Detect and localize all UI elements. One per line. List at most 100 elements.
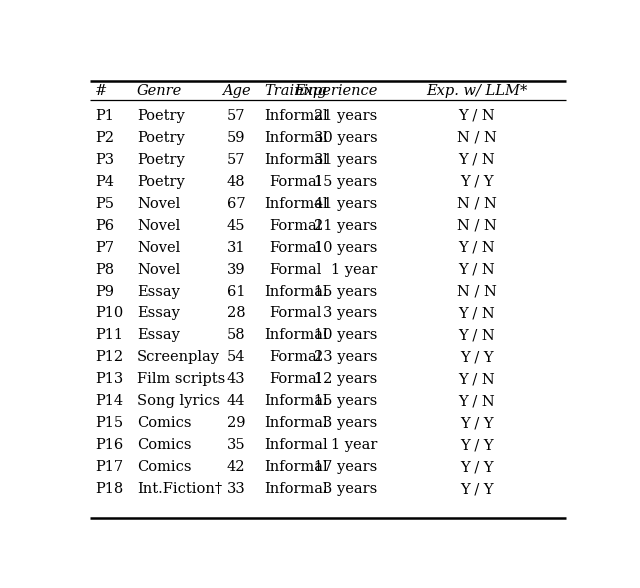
Text: 1 year: 1 year	[332, 263, 378, 276]
Text: 33: 33	[227, 482, 246, 496]
Text: Poetry: Poetry	[137, 153, 185, 167]
Text: Novel: Novel	[137, 240, 180, 255]
Text: 15 years: 15 years	[314, 285, 378, 299]
Text: P18: P18	[95, 482, 123, 496]
Text: Poetry: Poetry	[137, 109, 185, 123]
Text: P9: P9	[95, 285, 114, 299]
Text: Y / Y: Y / Y	[460, 482, 493, 496]
Text: Exp. w/ LLM*: Exp. w/ LLM*	[426, 84, 527, 98]
Text: Y / Y: Y / Y	[460, 175, 493, 189]
Text: P5: P5	[95, 196, 114, 211]
Text: P10: P10	[95, 306, 123, 320]
Text: P13: P13	[95, 372, 123, 386]
Text: 57: 57	[227, 109, 246, 123]
Text: P6: P6	[95, 219, 114, 233]
Text: P17: P17	[95, 460, 123, 474]
Text: Comics: Comics	[137, 438, 191, 452]
Text: P12: P12	[95, 350, 123, 365]
Text: Y / Y: Y / Y	[460, 438, 493, 452]
Text: Y / N: Y / N	[458, 240, 495, 255]
Text: 15 years: 15 years	[314, 175, 378, 189]
Text: 3 years: 3 years	[323, 306, 378, 320]
Text: P3: P3	[95, 153, 114, 167]
Text: 31: 31	[227, 240, 246, 255]
Text: 43: 43	[227, 372, 246, 386]
Text: 15 years: 15 years	[314, 395, 378, 408]
Text: P7: P7	[95, 240, 114, 255]
Text: N / N: N / N	[457, 219, 497, 233]
Text: Informal: Informal	[264, 329, 328, 342]
Text: Formal: Formal	[269, 219, 322, 233]
Text: Novel: Novel	[137, 196, 180, 211]
Text: Poetry: Poetry	[137, 175, 185, 189]
Text: Essay: Essay	[137, 329, 180, 342]
Text: 42: 42	[227, 460, 246, 474]
Text: Y / N: Y / N	[458, 329, 495, 342]
Text: Formal: Formal	[269, 175, 322, 189]
Text: Informal: Informal	[264, 196, 328, 211]
Text: P2: P2	[95, 131, 114, 145]
Text: 21 years: 21 years	[314, 219, 378, 233]
Text: Y / N: Y / N	[458, 153, 495, 167]
Text: 30 years: 30 years	[314, 131, 378, 145]
Text: Y / Y: Y / Y	[460, 350, 493, 365]
Text: P8: P8	[95, 263, 114, 276]
Text: 61: 61	[227, 285, 246, 299]
Text: P11: P11	[95, 329, 123, 342]
Text: 17 years: 17 years	[314, 460, 378, 474]
Text: 31 years: 31 years	[314, 153, 378, 167]
Text: P16: P16	[95, 438, 123, 452]
Text: 57: 57	[227, 153, 246, 167]
Text: 29: 29	[227, 416, 246, 430]
Text: 48: 48	[227, 175, 246, 189]
Text: Experience: Experience	[294, 84, 378, 98]
Text: Y / N: Y / N	[458, 306, 495, 320]
Text: 10 years: 10 years	[314, 329, 378, 342]
Text: P15: P15	[95, 416, 123, 430]
Text: Training: Training	[264, 84, 327, 98]
Text: Essay: Essay	[137, 285, 180, 299]
Text: Genre: Genre	[137, 84, 182, 98]
Text: Informal: Informal	[264, 438, 328, 452]
Text: Y / N: Y / N	[458, 263, 495, 276]
Text: 1 year: 1 year	[332, 438, 378, 452]
Text: N / N: N / N	[457, 285, 497, 299]
Text: Poetry: Poetry	[137, 131, 185, 145]
Text: 21 years: 21 years	[314, 109, 378, 123]
Text: Formal: Formal	[269, 372, 322, 386]
Text: Screenplay: Screenplay	[137, 350, 220, 365]
Text: Y / N: Y / N	[458, 109, 495, 123]
Text: Age: Age	[222, 84, 250, 98]
Text: Int.Fiction†: Int.Fiction†	[137, 482, 222, 496]
Text: Formal: Formal	[269, 306, 322, 320]
Text: Informal: Informal	[264, 416, 328, 430]
Text: Y / Y: Y / Y	[460, 416, 493, 430]
Text: 58: 58	[227, 329, 246, 342]
Text: Informal: Informal	[264, 153, 328, 167]
Text: P4: P4	[95, 175, 114, 189]
Text: 54: 54	[227, 350, 246, 365]
Text: Informal: Informal	[264, 285, 328, 299]
Text: 67: 67	[227, 196, 246, 211]
Text: Film scripts: Film scripts	[137, 372, 225, 386]
Text: 35: 35	[227, 438, 246, 452]
Text: 23 years: 23 years	[314, 350, 378, 365]
Text: Formal: Formal	[269, 263, 322, 276]
Text: 39: 39	[227, 263, 246, 276]
Text: 28: 28	[227, 306, 246, 320]
Text: 12 years: 12 years	[314, 372, 378, 386]
Text: Informal: Informal	[264, 460, 328, 474]
Text: 45: 45	[227, 219, 246, 233]
Text: Informal: Informal	[264, 131, 328, 145]
Text: Novel: Novel	[137, 263, 180, 276]
Text: Song lyrics: Song lyrics	[137, 395, 220, 408]
Text: 44: 44	[227, 395, 246, 408]
Text: Informal: Informal	[264, 109, 328, 123]
Text: #: #	[95, 84, 107, 98]
Text: 10 years: 10 years	[314, 240, 378, 255]
Text: Essay: Essay	[137, 306, 180, 320]
Text: Informal: Informal	[264, 482, 328, 496]
Text: Formal: Formal	[269, 240, 322, 255]
Text: Formal: Formal	[269, 350, 322, 365]
Text: P14: P14	[95, 395, 123, 408]
